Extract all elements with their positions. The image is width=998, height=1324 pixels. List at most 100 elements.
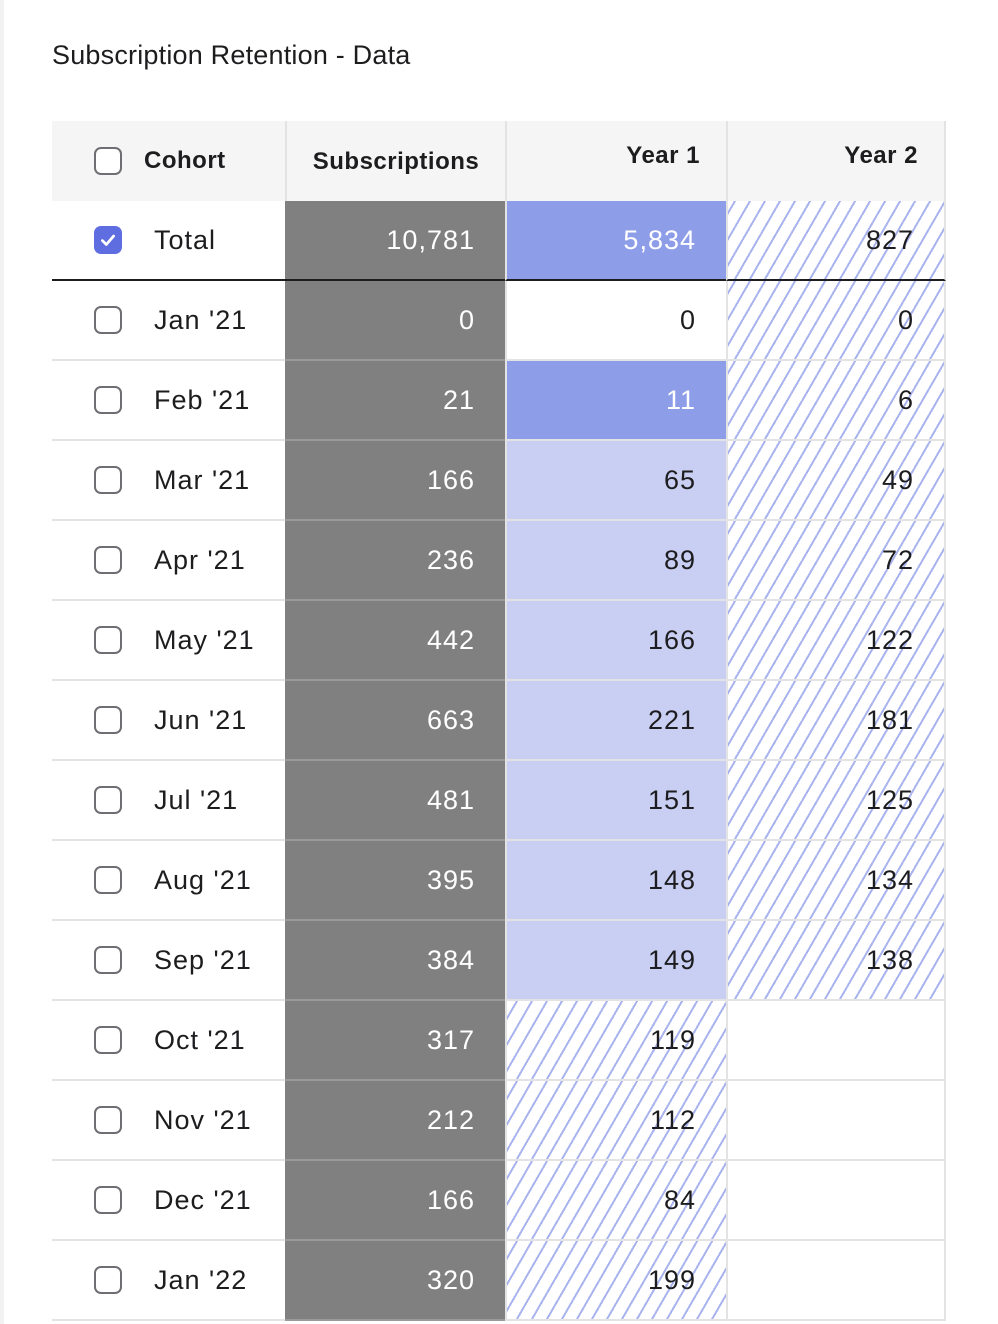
cohort-label: Jun '21 bbox=[154, 704, 248, 735]
year-2-cell: 827 bbox=[726, 201, 946, 281]
year-1-cell: 151 bbox=[505, 761, 726, 841]
subscriptions-cell: 663 bbox=[285, 681, 505, 761]
cohort-label: Mar '21 bbox=[154, 464, 251, 495]
cohort-cell: Feb '21 bbox=[52, 361, 285, 441]
row-checkbox[interactable] bbox=[94, 1026, 122, 1054]
total-row[interactable]: Total 10,781 5,834 827 bbox=[52, 201, 946, 281]
select-all-checkbox[interactable] bbox=[94, 147, 122, 175]
row-checkbox[interactable] bbox=[94, 226, 122, 254]
column-header-cohort: Cohort bbox=[52, 121, 285, 201]
cohort-label: Jan '22 bbox=[154, 1264, 248, 1295]
year-1-cell: 166 bbox=[505, 601, 726, 681]
cohort-cell: Apr '21 bbox=[52, 521, 285, 601]
row-checkbox[interactable] bbox=[94, 786, 122, 814]
subscriptions-cell: 10,781 bbox=[285, 201, 505, 281]
cohort-label: Total bbox=[154, 224, 217, 255]
table-row[interactable]: Nov '21 212 112 bbox=[52, 1081, 946, 1161]
row-checkbox[interactable] bbox=[94, 1106, 122, 1134]
cohort-cell: May '21 bbox=[52, 601, 285, 681]
cohort-cell: Sep '21 bbox=[52, 921, 285, 1001]
table-row[interactable]: Sep '21 384 149 138 bbox=[52, 921, 946, 1001]
year-2-cell bbox=[726, 1161, 946, 1241]
row-checkbox[interactable] bbox=[94, 626, 122, 654]
subscriptions-cell: 166 bbox=[285, 441, 505, 521]
table-row[interactable]: Aug '21 395 148 134 bbox=[52, 841, 946, 921]
left-border bbox=[0, 0, 4, 1324]
table-row[interactable]: Apr '21 236 89 72 bbox=[52, 521, 946, 601]
cohort-cell: Total bbox=[52, 201, 285, 281]
row-checkbox[interactable] bbox=[94, 306, 122, 334]
column-header-subscriptions[interactable]: Subscriptions bbox=[285, 121, 505, 201]
cohort-label: Feb '21 bbox=[154, 384, 251, 415]
row-checkbox[interactable] bbox=[94, 946, 122, 974]
subscriptions-cell: 481 bbox=[285, 761, 505, 841]
table-row[interactable]: Jan '22 320 199 bbox=[52, 1241, 946, 1321]
table-row[interactable]: Dec '21 166 84 bbox=[52, 1161, 946, 1241]
year-1-cell: 119 bbox=[505, 1001, 726, 1081]
subscriptions-cell: 395 bbox=[285, 841, 505, 921]
row-checkbox[interactable] bbox=[94, 466, 122, 494]
subscriptions-cell: 0 bbox=[285, 281, 505, 361]
row-checkbox[interactable] bbox=[94, 546, 122, 574]
subscriptions-cell: 236 bbox=[285, 521, 505, 601]
cohort-cell: Aug '21 bbox=[52, 841, 285, 921]
table-row[interactable]: Jul '21 481 151 125 bbox=[52, 761, 946, 841]
cohort-label: Jan '21 bbox=[154, 304, 248, 335]
year-2-cell: 0 bbox=[726, 281, 946, 361]
cohort-label: Sep '21 bbox=[154, 944, 252, 975]
subscriptions-cell: 384 bbox=[285, 921, 505, 1001]
subscriptions-cell: 320 bbox=[285, 1241, 505, 1321]
year-2-cell: 122 bbox=[726, 601, 946, 681]
subscriptions-cell: 317 bbox=[285, 1001, 505, 1081]
cohort-header-label[interactable]: Cohort bbox=[144, 147, 226, 174]
cohort-label: Oct '21 bbox=[154, 1024, 246, 1055]
year-2-cell: 181 bbox=[726, 681, 946, 761]
row-checkbox[interactable] bbox=[94, 1266, 122, 1294]
year-1-cell: 199 bbox=[505, 1241, 726, 1321]
year-1-cell: 65 bbox=[505, 441, 726, 521]
row-checkbox[interactable] bbox=[94, 1186, 122, 1214]
year-1-cell: 5,834 bbox=[505, 201, 726, 281]
cohort-cell: Nov '21 bbox=[52, 1081, 285, 1161]
table-row[interactable]: Jan '21 0 0 0 bbox=[52, 281, 946, 361]
year-1-cell: 112 bbox=[505, 1081, 726, 1161]
year-1-cell: 148 bbox=[505, 841, 726, 921]
table-row[interactable]: Oct '21 317 119 bbox=[52, 1001, 946, 1081]
year-2-cell: 134 bbox=[726, 841, 946, 921]
year-2-cell: 49 bbox=[726, 441, 946, 521]
page-title: Subscription Retention - Data bbox=[52, 40, 411, 70]
cohort-cell: Oct '21 bbox=[52, 1001, 285, 1081]
cohort-label: Nov '21 bbox=[154, 1104, 252, 1135]
row-checkbox[interactable] bbox=[94, 866, 122, 894]
table-row[interactable]: May '21 442 166 122 bbox=[52, 601, 946, 681]
row-checkbox[interactable] bbox=[94, 706, 122, 734]
retention-table: Cohort Subscriptions Year 1 Year 2 Total… bbox=[52, 121, 946, 1321]
subscriptions-cell: 442 bbox=[285, 601, 505, 681]
table-row[interactable]: Mar '21 166 65 49 bbox=[52, 441, 946, 521]
year-2-cell bbox=[726, 1081, 946, 1161]
cohort-cell: Jan '21 bbox=[52, 281, 285, 361]
cohort-cell: Dec '21 bbox=[52, 1161, 285, 1241]
cohort-cell: Jun '21 bbox=[52, 681, 285, 761]
row-checkbox[interactable] bbox=[94, 386, 122, 414]
subscriptions-cell: 21 bbox=[285, 361, 505, 441]
subscriptions-cell: 166 bbox=[285, 1161, 505, 1241]
checkmark-icon bbox=[101, 234, 115, 246]
column-header-year-1[interactable]: Year 1 bbox=[505, 121, 726, 201]
year-2-cell: 6 bbox=[726, 361, 946, 441]
subscriptions-cell: 212 bbox=[285, 1081, 505, 1161]
cohort-label: Dec '21 bbox=[154, 1184, 252, 1215]
cohort-cell: Mar '21 bbox=[52, 441, 285, 521]
year-1-cell: 84 bbox=[505, 1161, 726, 1241]
cohort-label: Jul '21 bbox=[154, 784, 239, 815]
year-1-cell: 89 bbox=[505, 521, 726, 601]
year-2-cell: 125 bbox=[726, 761, 946, 841]
year-2-cell: 138 bbox=[726, 921, 946, 1001]
column-header-year-2[interactable]: Year 2 bbox=[726, 121, 946, 201]
year-2-cell bbox=[726, 1241, 946, 1321]
table-row[interactable]: Feb '21 21 11 6 bbox=[52, 361, 946, 441]
cohort-cell: Jan '22 bbox=[52, 1241, 285, 1321]
table-row[interactable]: Jun '21 663 221 181 bbox=[52, 681, 946, 761]
year-1-cell: 221 bbox=[505, 681, 726, 761]
